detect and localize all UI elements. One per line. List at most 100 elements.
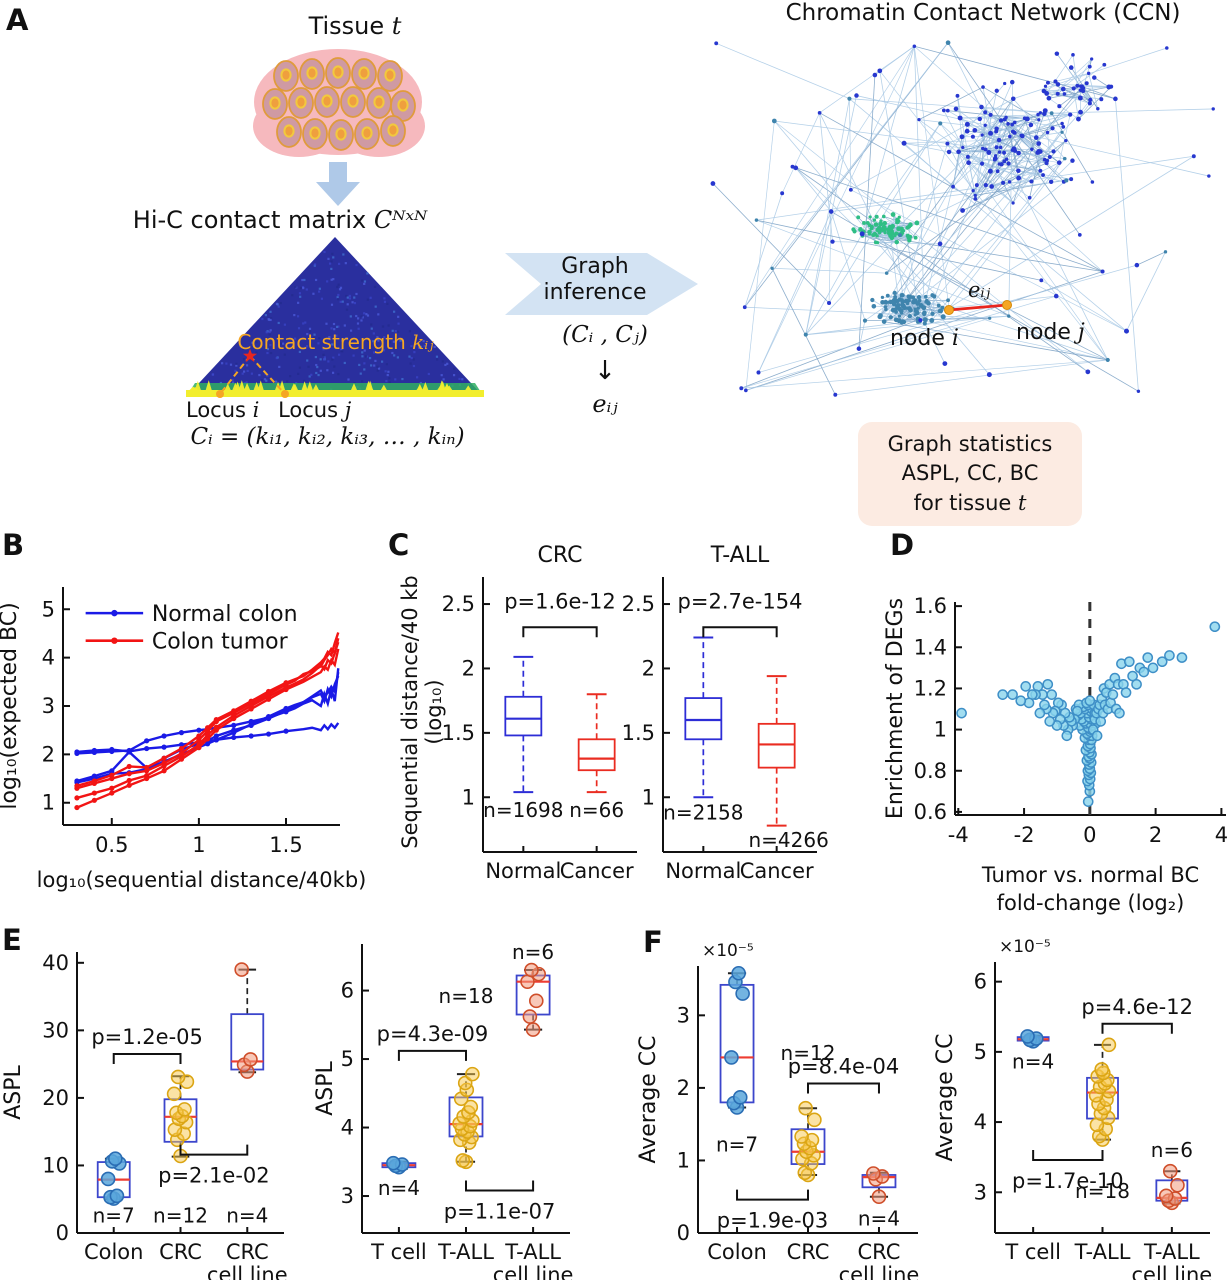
n-count-label: n=4 bbox=[1012, 1050, 1054, 1074]
tissue-cell bbox=[273, 60, 299, 92]
data-point bbox=[177, 1102, 192, 1117]
tissue-cell bbox=[380, 115, 406, 147]
boxplot-group bbox=[684, 636, 723, 799]
scatter-point bbox=[1120, 687, 1132, 698]
y-tick-label: 1.5 bbox=[442, 721, 475, 745]
scatter-point bbox=[956, 707, 967, 719]
tissue-cell bbox=[340, 86, 366, 118]
category-label: CRC bbox=[787, 1240, 830, 1264]
data-point bbox=[871, 1189, 887, 1205]
boxplot-group bbox=[1155, 1163, 1189, 1211]
scatter-point bbox=[1156, 656, 1168, 668]
data-point bbox=[866, 1166, 881, 1181]
y-tick-label: 1 bbox=[934, 718, 947, 742]
x-tick-label: 2 bbox=[1149, 823, 1162, 847]
n-count-label: n=4 bbox=[378, 1176, 420, 1200]
edge-formula: eᵢⱼ bbox=[592, 390, 618, 418]
axis-multiplier: ×10⁻⁵ bbox=[999, 937, 1051, 957]
boxplot-group bbox=[577, 693, 616, 794]
panel-c-crc-boxplot: 1 1.5 2 2.5 CRC n=1698 Normal n=66 Cancer p=1.6e-… bbox=[442, 543, 637, 883]
panel-c-tall-boxplot: 1 1.5 2 2.5 T-ALL n=2158 Normal n=4266 Cancer p=2… bbox=[622, 543, 829, 883]
category-label: T-ALL bbox=[437, 1240, 494, 1264]
boxplot-group bbox=[230, 962, 265, 1079]
boxplot-group bbox=[381, 1155, 417, 1175]
n-count-label: n=18 bbox=[439, 984, 494, 1008]
y-tick-label: 1.4 bbox=[914, 635, 947, 659]
category-label: T-ALL bbox=[1074, 1240, 1131, 1264]
tissue-cell bbox=[299, 58, 325, 90]
x-tick-label: 0 bbox=[1083, 823, 1096, 847]
down-block-arrow bbox=[316, 162, 360, 206]
y-tick-label: 6 bbox=[974, 970, 987, 994]
y-tick-label: 1.2 bbox=[914, 676, 947, 700]
graph-statistics-box: Graph statistics ASPL, CC, BC for tissue… bbox=[858, 422, 1082, 527]
y-tick-label: 2 bbox=[642, 656, 655, 680]
inference-label-line1: Graph bbox=[561, 254, 629, 279]
scatter-point bbox=[1039, 699, 1050, 711]
tissue-cell bbox=[276, 116, 302, 148]
p-value-label: p=1.2e-05 bbox=[91, 1025, 203, 1049]
significance-bracket bbox=[1032, 1149, 1104, 1161]
locus-i-marker bbox=[216, 390, 224, 398]
inference-label-line2: inference bbox=[543, 280, 647, 306]
data-point bbox=[100, 1171, 116, 1187]
scatter-point bbox=[1091, 730, 1103, 742]
node-j-marker bbox=[1002, 300, 1012, 310]
legend-label: Colon tumor bbox=[152, 630, 289, 655]
inference-arrow-label: Graph inference bbox=[520, 254, 670, 307]
node-j-label: node j bbox=[1016, 320, 1085, 345]
x-tick-label: 4 bbox=[1215, 823, 1228, 847]
data-point bbox=[798, 1100, 813, 1116]
y-tick-label: 2 bbox=[462, 656, 475, 680]
p-value-label: p=1.6e-12 bbox=[504, 589, 616, 613]
matrix-title-text: Hi-C contact matrix bbox=[132, 206, 374, 234]
data-point bbox=[455, 1153, 471, 1168]
axis-multiplier: ×10⁻⁵ bbox=[702, 941, 754, 961]
down-arrow-icon bbox=[316, 162, 360, 206]
scatter-point bbox=[1147, 662, 1159, 674]
locus-j-label: Locus j bbox=[278, 398, 352, 422]
data-point bbox=[1158, 1188, 1174, 1204]
network-nodes bbox=[710, 40, 1215, 397]
data-point bbox=[1020, 1029, 1035, 1044]
contact-strength-text: Contact strength bbox=[237, 330, 413, 354]
tissue-cell bbox=[325, 57, 351, 89]
p-value-label: p=1.7e-10 bbox=[1012, 1169, 1124, 1193]
significance-bracket bbox=[179, 1144, 249, 1156]
tissue-cell bbox=[328, 119, 354, 151]
category-label: Colon bbox=[707, 1240, 767, 1264]
data-point bbox=[524, 962, 539, 978]
network-edges bbox=[712, 42, 1214, 396]
y-tick-label: 2.5 bbox=[622, 592, 655, 616]
significance-bracket bbox=[1101, 1022, 1173, 1034]
scatter-point bbox=[1082, 796, 1094, 807]
boxplot-group bbox=[1016, 1029, 1050, 1049]
scatter-point bbox=[1123, 656, 1135, 668]
scatter-point bbox=[1061, 730, 1073, 742]
matrix-title-var: Cᴺˣᴺ bbox=[373, 206, 428, 234]
stats-line-2: ASPL, CC, BC bbox=[901, 461, 1039, 486]
scatter-point bbox=[1042, 678, 1054, 690]
category-label: T cell bbox=[370, 1240, 427, 1264]
data-point bbox=[166, 1086, 182, 1102]
boxplot-group bbox=[790, 1100, 826, 1183]
x-tick-label: -2 bbox=[1014, 823, 1035, 847]
category-label: T-ALL bbox=[504, 1240, 561, 1264]
data-point bbox=[234, 962, 249, 977]
data-point bbox=[1170, 1177, 1185, 1193]
n-count-label: n=4266 bbox=[748, 828, 828, 852]
significance-bracket bbox=[112, 1052, 182, 1064]
data-point bbox=[807, 1112, 822, 1128]
data-point bbox=[465, 1066, 480, 1082]
data-point bbox=[243, 1052, 258, 1067]
y-tick-label: 6 bbox=[341, 979, 354, 1003]
category-label: CRC bbox=[159, 1240, 202, 1264]
scatter-point bbox=[1034, 707, 1046, 719]
stats-line-3: for tissue t bbox=[913, 490, 1027, 515]
y-tick-label: 0.6 bbox=[914, 800, 947, 824]
significance-bracket bbox=[736, 1189, 809, 1201]
subplot-title: CRC bbox=[538, 543, 583, 568]
n-count-label: n=7 bbox=[93, 1203, 135, 1227]
y-axis-label: ASPL bbox=[313, 1060, 338, 1115]
y-tick-label: 4 bbox=[42, 646, 55, 670]
